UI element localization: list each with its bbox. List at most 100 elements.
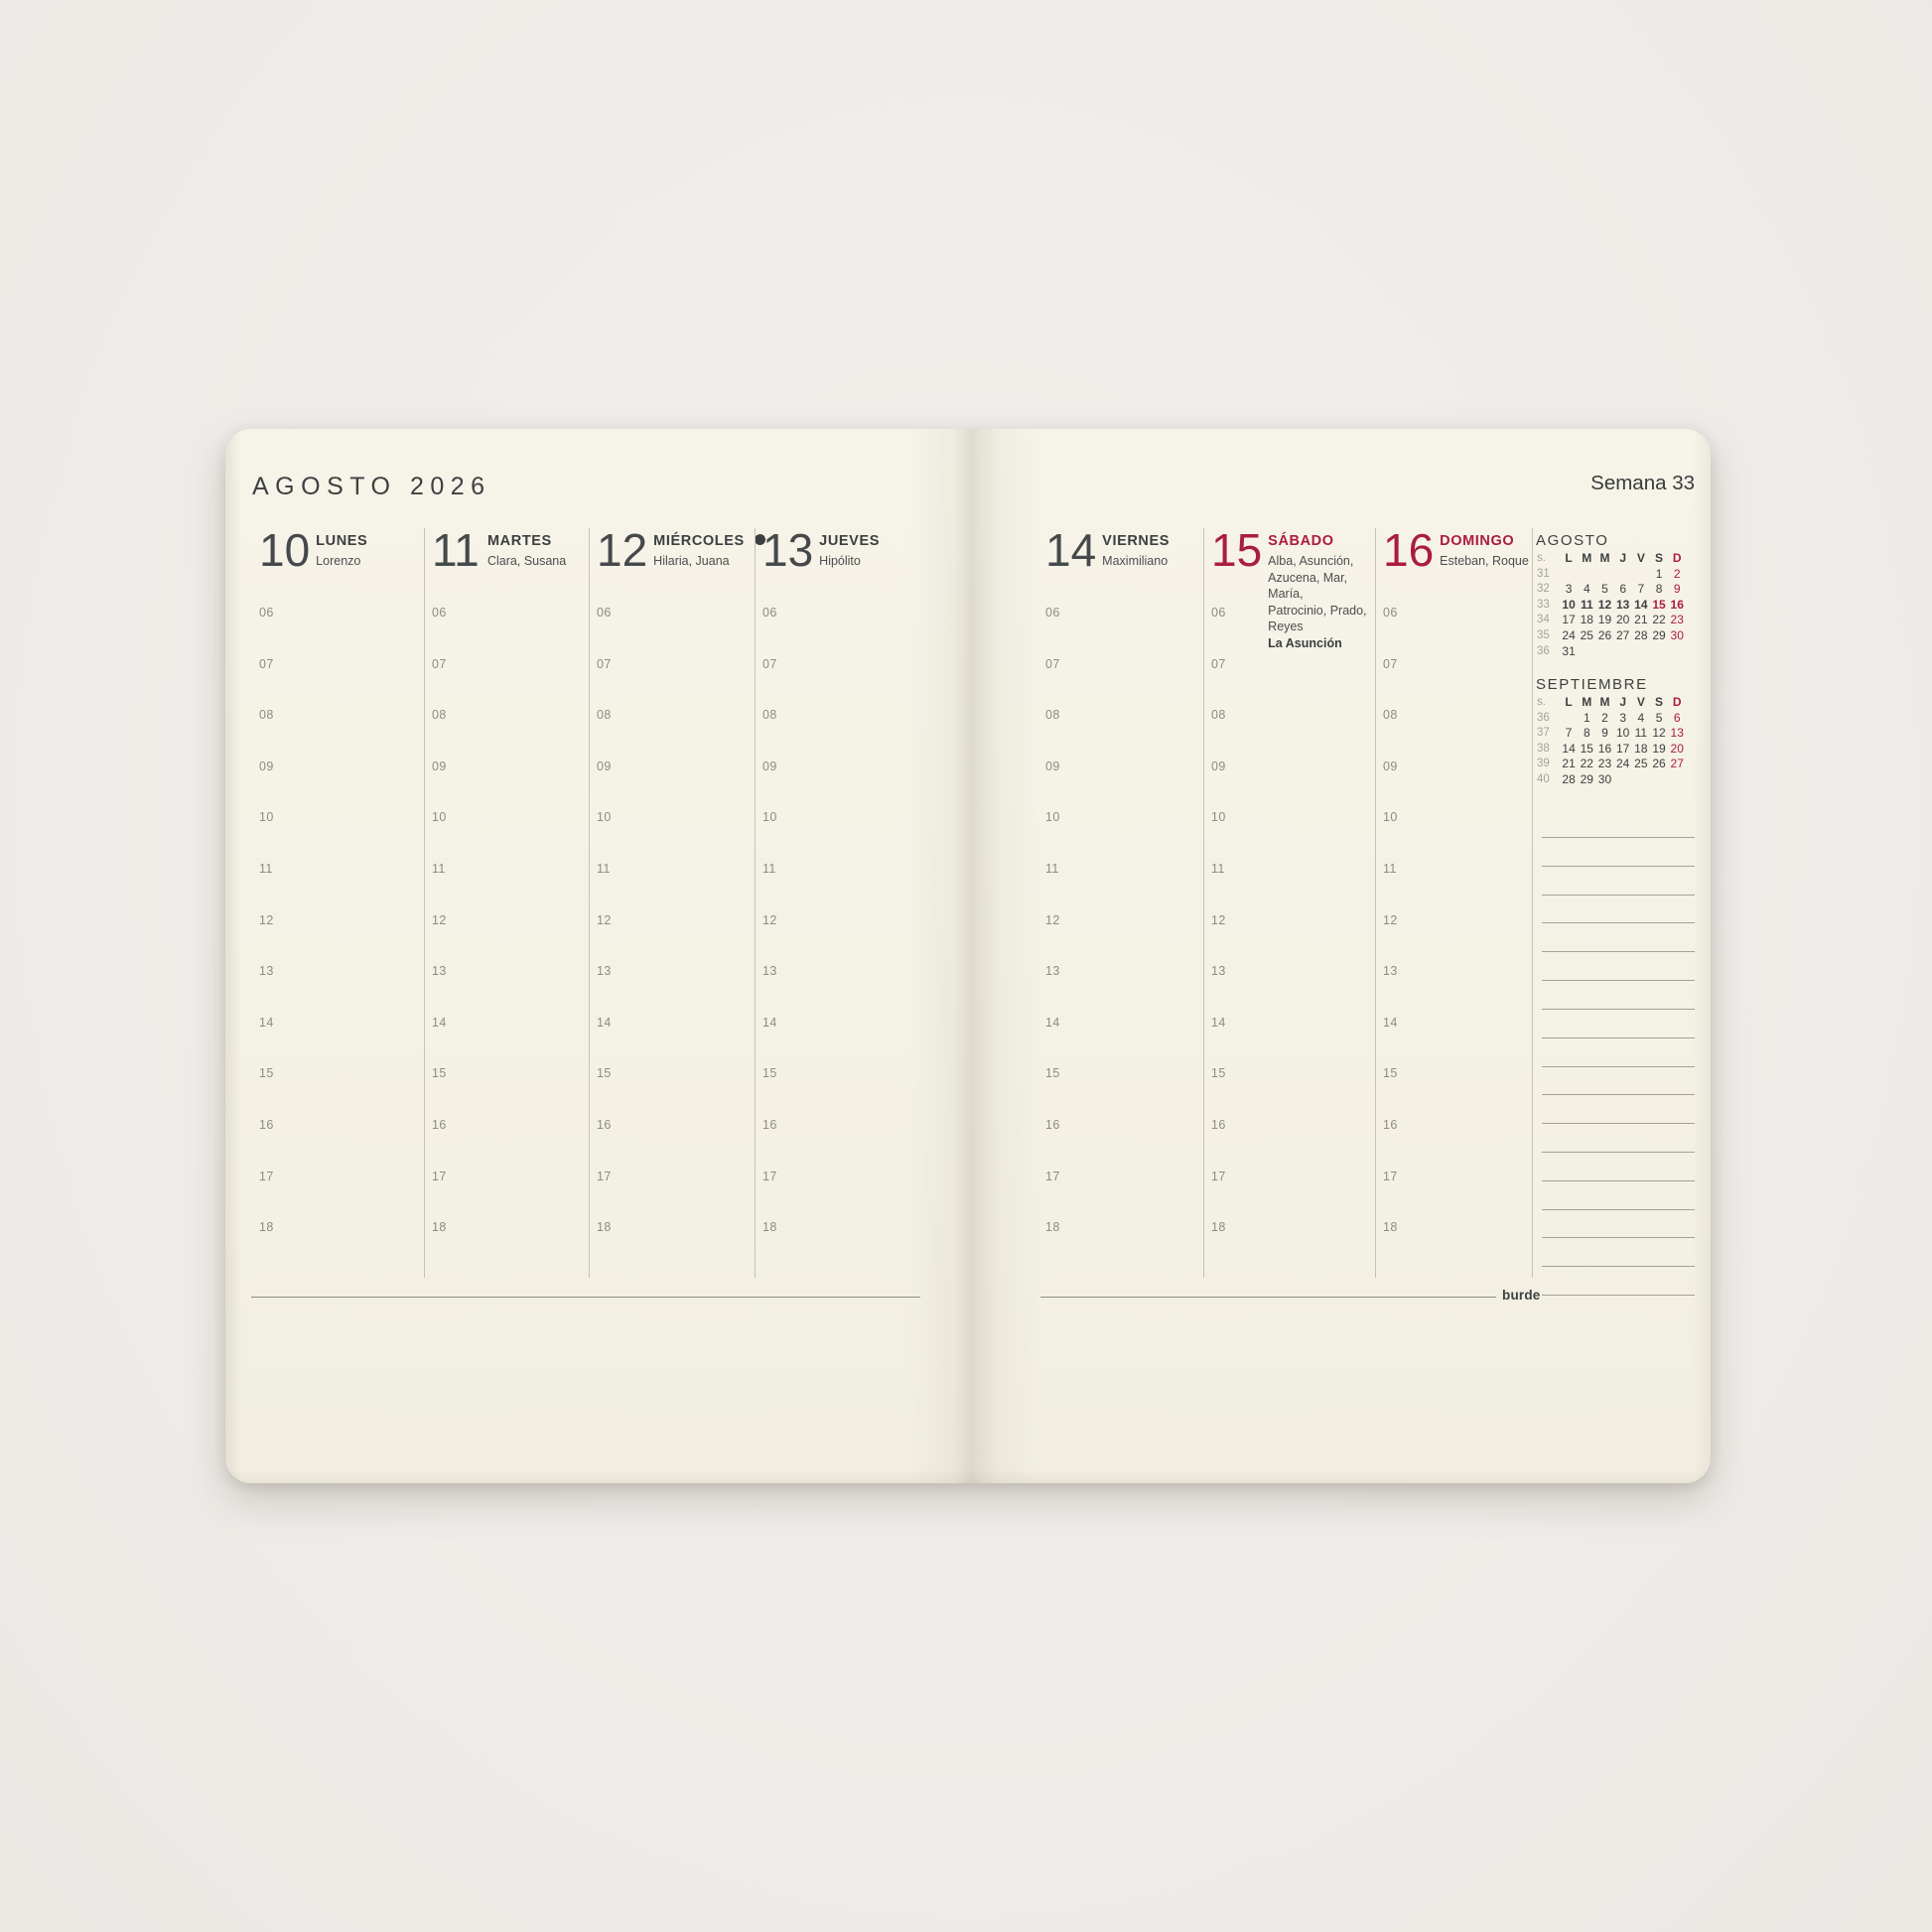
hour-label-17: 17 <box>1383 1169 1398 1183</box>
day-cell <box>1632 567 1650 583</box>
hour-label-13: 13 <box>762 964 777 979</box>
hour-label-06: 06 <box>597 606 612 620</box>
new-moon-icon <box>754 534 765 545</box>
hour-label-13: 13 <box>259 964 274 979</box>
day-column-11: 11 MARTES Clara, Susana 06 07 08 09 10 11 12 13 14 1… <box>424 429 589 1483</box>
hour-label-08: 08 <box>432 708 447 723</box>
day-cell: 13 <box>1615 597 1630 612</box>
hour-label-09: 09 <box>597 759 612 773</box>
day-name-label: VIERNES <box>1102 533 1171 549</box>
hour-label-17: 17 <box>432 1169 447 1183</box>
hour-label-12: 12 <box>762 912 777 927</box>
hour-label-14: 14 <box>1045 1015 1060 1030</box>
day-cell: 19 <box>1652 741 1666 756</box>
day-cell: 21 <box>1562 757 1576 771</box>
saints-line: Esteban, Roque <box>1440 554 1529 568</box>
planner-book: AGOSTO 2026 Semana 33 10 LUNES Lorenzo 06 07… <box>225 429 1711 1483</box>
dow-header-cell: D <box>1672 695 1682 709</box>
day-column-13: 13 JUEVES Hipólito 06 07 08 09 10 11 12 13 14 15 16 17… <box>755 429 925 1483</box>
hour-label-18: 18 <box>1211 1220 1226 1235</box>
day-cell: 11 <box>1580 597 1593 612</box>
hour-label-12: 12 <box>432 912 447 927</box>
week-number-cell: 39 <box>1537 758 1550 770</box>
day-name-label: MARTES <box>487 533 552 549</box>
day-cell: 8 <box>1583 726 1590 741</box>
day-cell: 31 <box>1562 643 1576 658</box>
hour-label-10: 10 <box>259 810 274 825</box>
day-meta: SÁBADO Alba, Asunción, Azucena, Mar, María… <box>1268 528 1374 651</box>
hour-label-12: 12 <box>597 912 612 927</box>
day-cell: 29 <box>1652 627 1666 642</box>
day-cell: 10 <box>1562 597 1576 612</box>
notes-line <box>1542 980 1695 982</box>
week-number-cell: 36 <box>1537 644 1550 657</box>
saints-line: Patrocinio, Prado, Reyes <box>1268 603 1367 634</box>
hour-label-18: 18 <box>259 1220 274 1235</box>
day-header: 14 VIERNES Maximiliano <box>1045 527 1171 573</box>
day-cell: 28 <box>1562 771 1576 786</box>
day-cell: 2 <box>1673 566 1681 581</box>
day-cell <box>1560 711 1578 727</box>
hour-label-13: 13 <box>1211 964 1226 979</box>
notes-line <box>1542 1266 1695 1268</box>
day-cell: 8 <box>1655 582 1663 597</box>
week-number-cell: 36 <box>1537 711 1550 724</box>
notes-line <box>1542 1295 1695 1296</box>
dow-header-cell: V <box>1636 551 1645 565</box>
hour-label-07: 07 <box>597 656 612 671</box>
saints-names: Alba, Asunción, Azucena, Mar, María, Patro… <box>1268 553 1374 635</box>
day-header: 11 MARTES Clara, Susana <box>432 527 566 573</box>
column-separator <box>424 528 425 1278</box>
hour-label-06: 06 <box>762 606 777 620</box>
day-column-10: 10 LUNES Lorenzo 06 07 08 09 10 11 12 13 14 15 16 17 18 <box>251 429 424 1483</box>
hour-label-09: 09 <box>432 759 447 773</box>
day-cell: 15 <box>1652 597 1666 612</box>
hour-label-08: 08 <box>1045 708 1060 723</box>
week-number-cell: 34 <box>1537 614 1550 626</box>
day-cell <box>1650 772 1668 788</box>
day-cell: 18 <box>1580 613 1593 627</box>
day-cell: 4 <box>1637 710 1645 725</box>
mini-calendar-title: SEPTIEMBRE <box>1536 676 1648 693</box>
day-cell: 7 <box>1565 726 1573 741</box>
day-cell: 24 <box>1562 627 1576 642</box>
hour-label-14: 14 <box>762 1015 777 1030</box>
hour-label-06: 06 <box>1211 606 1226 620</box>
hour-label-15: 15 <box>1211 1066 1226 1081</box>
day-cell <box>1578 567 1595 583</box>
week-number-cell: 40 <box>1537 772 1550 785</box>
notes-line <box>1542 951 1695 953</box>
hour-label-07: 07 <box>1383 656 1398 671</box>
day-cell: 12 <box>1597 597 1612 612</box>
day-cell: 19 <box>1597 613 1612 627</box>
week-number-cell: 35 <box>1537 628 1550 641</box>
saints-line: Lorenzo <box>316 554 361 568</box>
hour-label-08: 08 <box>762 708 777 723</box>
hour-label-16: 16 <box>1383 1118 1398 1132</box>
dow-header-cell: M <box>1582 551 1592 565</box>
notes-line <box>1542 1208 1695 1210</box>
day-cell: 25 <box>1580 627 1593 642</box>
saints-names: Esteban, Roque <box>1440 553 1529 570</box>
notes-line <box>1542 1036 1695 1038</box>
hour-label-14: 14 <box>1383 1015 1398 1030</box>
dow-header-cell: M <box>1599 551 1610 565</box>
dow-header-cell: s. <box>1537 552 1546 564</box>
hour-label-18: 18 <box>1045 1220 1060 1235</box>
day-cell: 23 <box>1597 757 1612 771</box>
notes-line <box>1542 1237 1695 1239</box>
hour-label-10: 10 <box>1211 810 1226 825</box>
hour-label-16: 16 <box>1045 1118 1060 1132</box>
day-number: 16 <box>1383 524 1435 576</box>
day-header: 10 LUNES Lorenzo <box>259 527 368 573</box>
day-cell: 12 <box>1652 726 1666 741</box>
day-name-label: LUNES <box>316 533 368 549</box>
saints-line: Hipólito <box>819 554 861 568</box>
day-cell <box>1595 644 1613 660</box>
day-column-14: 14 VIERNES Maximiliano 06 07 08 09 10 11 12 13 14 15… <box>1037 429 1203 1483</box>
hour-label-10: 10 <box>762 810 777 825</box>
column-separator <box>1203 528 1204 1278</box>
day-column-12: 12 MIÉRCOLES Hilaria, Juana 06 07 08 09 10 11 12 1… <box>589 429 765 1483</box>
day-name-label: MIÉRCOLES <box>653 533 765 549</box>
